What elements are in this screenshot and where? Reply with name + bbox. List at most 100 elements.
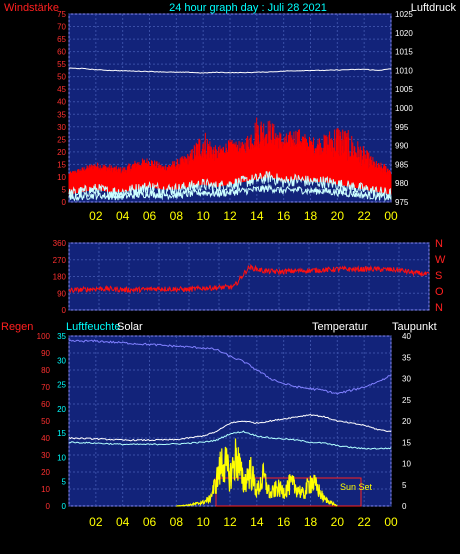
wind-left-tick-label: 75 [57, 10, 66, 19]
humidity-tick-label: 0 [62, 502, 67, 511]
pressure-right-tick-label: 1010 [395, 66, 413, 75]
wind-x-ticks: 02 04 06 08 10 12 14 16 18 20 22 00 [89, 209, 398, 223]
temperature-label: Temperatur [312, 321, 368, 333]
wind-low-line [68, 183, 392, 202]
wind-x-tick-label: 16 [277, 209, 291, 223]
dewpoint-line [68, 430, 392, 450]
temp-x-tick-label: 12 [223, 515, 237, 529]
humidity-tick-label: 35 [57, 332, 66, 341]
temp-x-tick-label: 10 [196, 515, 210, 529]
direction-series [68, 264, 430, 294]
temp-x-tick-label: 22 [357, 515, 371, 529]
temp-axes: 0 10 20 30 40 50 60 70 80 90 100 0 5 10 15 20 25 30 35 0 5 10… [37, 332, 412, 511]
wind-x-tick-label: 02 [89, 209, 103, 223]
wind-left-tick-label: 70 [57, 23, 66, 32]
temp-tick-label: 15 [402, 438, 411, 447]
direction-right-label: W [435, 254, 446, 266]
chart-title: 24 hour graph day : Juli 28 2021 [169, 2, 327, 14]
rain-tick-label: 100 [37, 332, 51, 341]
wind-left-tick-label: 15 [57, 160, 66, 169]
temp-x-tick-label: 04 [116, 515, 130, 529]
temp-tick-label: 0 [402, 502, 407, 511]
temp-tick-label: 5 [402, 481, 407, 490]
wind-x-tick-label: 20 [331, 209, 345, 223]
direction-right-label: N [435, 302, 443, 314]
wind-left-tick-label: 65 [57, 35, 66, 44]
temp-x-tick-label: 06 [143, 515, 157, 529]
temp-tick-label: 35 [402, 353, 411, 362]
wind-x-tick-label: 22 [357, 209, 371, 223]
wind-left-tick-label: 20 [57, 148, 66, 157]
wind-left-tick-label: 30 [57, 123, 66, 132]
temp-x-tick-label: 18 [304, 515, 318, 529]
rain-tick-label: 50 [41, 417, 50, 426]
pressure-right-tick-label: 1005 [395, 85, 413, 94]
direction-right-label: N [435, 238, 443, 250]
rain-tick-label: 20 [41, 468, 50, 477]
wind-left-tick-label: 60 [57, 48, 66, 57]
wind-left-tick-label: 0 [62, 198, 67, 207]
wind-avg-line [68, 171, 392, 200]
humidity-tick-label: 5 [62, 478, 67, 487]
humidity-tick-label: 25 [57, 381, 66, 390]
wind-series [68, 67, 392, 202]
temp-tick-label: 20 [402, 417, 411, 426]
wind-left-tick-label: 50 [57, 73, 66, 82]
temperature-line [68, 413, 392, 442]
pressure-right-tick-label: 1020 [395, 29, 413, 38]
direction-left-tick-label: 270 [53, 256, 67, 265]
wind-left-tick-label: 25 [57, 135, 66, 144]
direction-right-label: O [435, 286, 444, 298]
temp-tick-label: 40 [402, 332, 411, 341]
wind-axes: 0510152025303540455055606570759759809859… [57, 10, 413, 207]
direction-right-label: S [435, 270, 442, 282]
direction-left-tick-label: 0 [62, 306, 67, 315]
temp-x-tick-label: 08 [170, 515, 184, 529]
rain-tick-label: 0 [46, 502, 51, 511]
wind-x-tick-label: 18 [304, 209, 318, 223]
rain-tick-label: 40 [41, 434, 50, 443]
wind-x-tick-label: 08 [170, 209, 184, 223]
humidity-label: Luftfeuchte [66, 321, 120, 333]
humidity-line [68, 339, 391, 395]
direction-left-tick-label: 180 [53, 273, 67, 282]
direction-grid [68, 242, 430, 311]
wind-x-tick-label: 06 [143, 209, 157, 223]
dewpoint-label: Taupunkt [392, 321, 437, 333]
direction-left-tick-label: 360 [53, 239, 67, 248]
pressure-right-tick-label: 1000 [395, 104, 413, 113]
direction-line [68, 264, 430, 294]
rain-label: Regen [1, 321, 33, 333]
temp-x-ticks: 02 04 06 08 10 12 14 16 18 20 22 00 [89, 515, 398, 529]
temp-tick-label: 30 [402, 375, 411, 384]
wind-left-tick-label: 55 [57, 60, 66, 69]
humidity-tick-label: 20 [57, 405, 66, 414]
wind-left-tick-label: 35 [57, 110, 66, 119]
temp-x-tick-label: 14 [250, 515, 264, 529]
rain-tick-label: 90 [41, 349, 50, 358]
temp-series [68, 339, 392, 507]
humidity-tick-label: 10 [57, 453, 66, 462]
rain-tick-label: 70 [41, 383, 50, 392]
wind-left-tick-label: 5 [62, 185, 67, 194]
pressure-line [68, 67, 391, 74]
pressure-right-tick-label: 1025 [395, 10, 413, 19]
rain-tick-label: 80 [41, 366, 50, 375]
pressure-right-tick-label: 995 [395, 123, 409, 132]
temp-x-tick-label: 16 [277, 515, 291, 529]
temp-x-tick-label: 02 [89, 515, 103, 529]
wind-left-tick-label: 40 [57, 98, 66, 107]
solar-label: Solar [117, 321, 143, 333]
pressure-title: Luftdruck [411, 2, 457, 14]
pressure-right-tick-label: 990 [395, 142, 409, 151]
rain-tick-label: 30 [41, 451, 50, 460]
temp-x-tick-label: 00 [384, 515, 398, 529]
rain-tick-label: 10 [41, 485, 50, 494]
temp-tick-label: 25 [402, 396, 411, 405]
direction-left-tick-label: 90 [57, 289, 66, 298]
wind-title: Windstärke [4, 2, 59, 14]
temp-tick-label: 10 [402, 460, 411, 469]
wind-x-tick-label: 12 [223, 209, 237, 223]
wind-x-tick-label: 10 [196, 209, 210, 223]
